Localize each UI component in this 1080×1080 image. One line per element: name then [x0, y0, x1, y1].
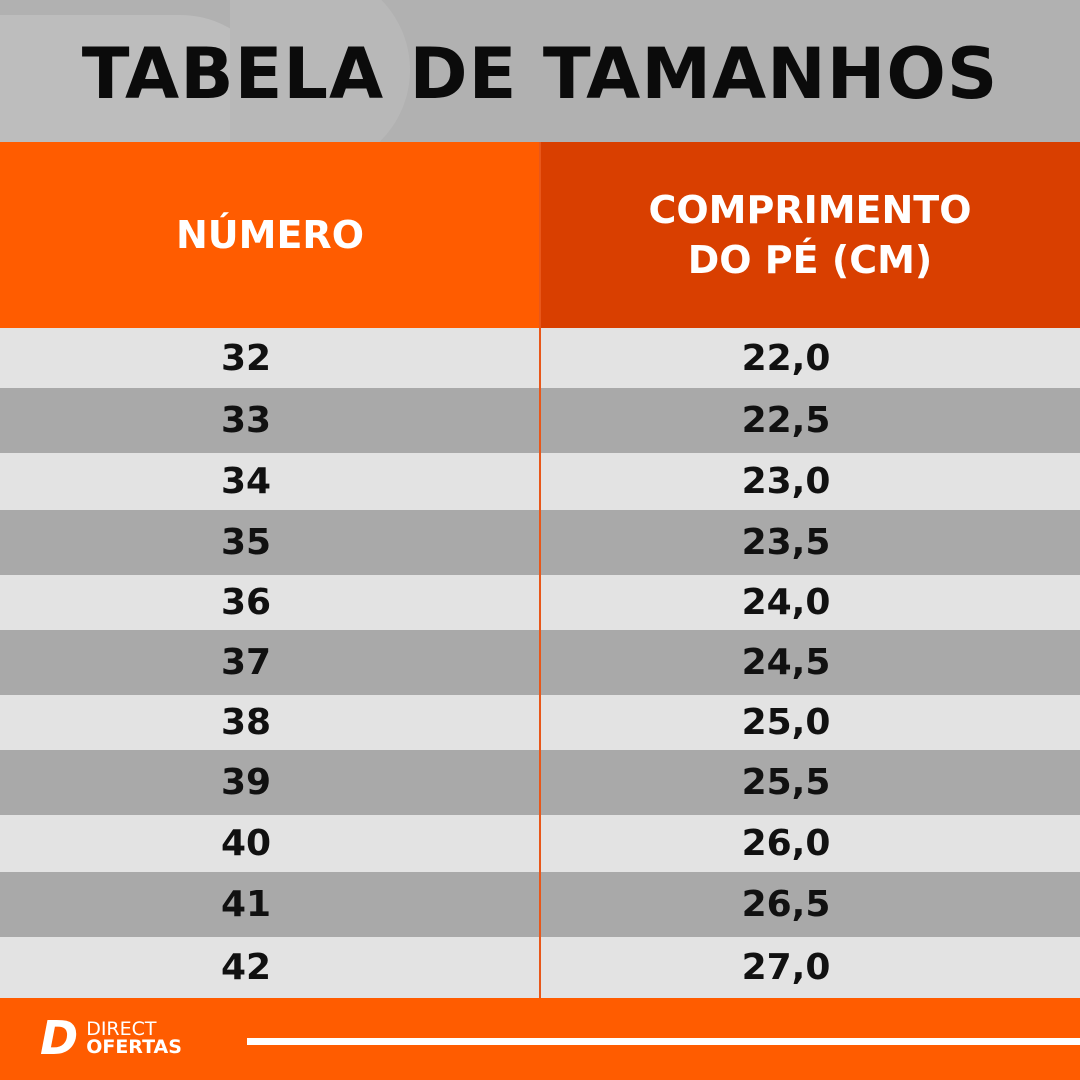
header-length-line2: DO PÉ (CM)	[687, 238, 933, 282]
title-banner: TABELA DE TAMANHOS	[0, 0, 1080, 142]
size-number: 38	[220, 702, 272, 743]
header-number: NÚMERO	[0, 142, 540, 328]
foot-length: 27,0	[741, 947, 831, 988]
foot-length: 25,5	[741, 762, 831, 803]
brand-d-icon: D	[40, 1011, 79, 1065]
foot-length: 23,0	[741, 461, 831, 502]
size-number: 35	[220, 522, 272, 563]
size-number: 37	[220, 642, 272, 683]
size-number: 32	[220, 337, 272, 379]
header-length-line1: COMPRIMENTO	[648, 188, 972, 232]
brand-logo: D DIRECT OFERTAS	[40, 1011, 182, 1065]
foot-length: 22,0	[741, 337, 831, 379]
size-number: 33	[220, 400, 272, 441]
foot-length: 25,0	[741, 702, 831, 743]
size-number: 42	[220, 947, 272, 988]
size-number: 40	[220, 823, 272, 864]
column-divider	[539, 142, 541, 998]
foot-length: 24,0	[741, 582, 831, 623]
foot-length: 24,5	[741, 642, 831, 683]
size-number: 34	[220, 461, 272, 502]
size-number: 36	[220, 582, 272, 623]
page-title: TABELA DE TAMANHOS	[81, 33, 999, 115]
foot-length: 23,5	[741, 522, 831, 563]
header-length: COMPRIMENTO DO PÉ (CM)	[540, 142, 1080, 328]
brand-line1: DIRECT	[86, 1018, 157, 1040]
size-number: 41	[220, 884, 272, 925]
foot-length: 26,5	[741, 884, 831, 925]
footer: D DIRECT OFERTAS	[0, 998, 1080, 1080]
header-number-label: NÚMERO	[176, 213, 364, 257]
footer-line	[247, 1038, 1080, 1045]
brand-line2: OFERTAS	[86, 1036, 182, 1058]
size-number: 39	[220, 762, 272, 803]
foot-length: 22,5	[741, 400, 831, 441]
foot-length: 26,0	[741, 823, 831, 864]
background-logo-shape	[230, 0, 410, 142]
